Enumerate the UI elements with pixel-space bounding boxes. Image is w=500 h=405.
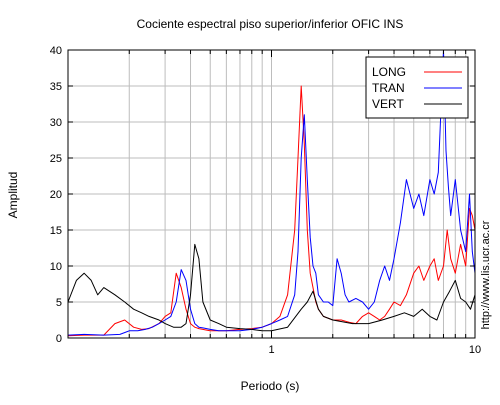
chart-title: Cociente espectral piso superior/inferio… — [137, 17, 404, 31]
x-axis-label: Periodo (s) — [241, 379, 300, 393]
y-tick-label: 30 — [50, 117, 62, 129]
legend: LONG TRAN VERT — [365, 56, 469, 119]
y-tick-label: 25 — [50, 153, 62, 165]
y-tick-label: 35 — [50, 81, 62, 93]
x-tick-label: 1 — [268, 344, 274, 356]
y-tick-label: 40 — [50, 45, 62, 57]
x-tick-label: 10 — [469, 344, 481, 356]
y-axis-label: Amplitud — [6, 172, 20, 219]
y-tick-label: 5 — [56, 297, 62, 309]
series-line-vert — [67, 243, 476, 332]
series-line-tran — [67, 49, 476, 336]
y-tick-label: 0 — [56, 333, 62, 345]
legend-label-tran: TRAN — [372, 81, 405, 95]
legend-label-vert: VERT — [372, 97, 404, 111]
y-tick-label: 15 — [50, 225, 62, 237]
series-line-long — [67, 85, 476, 337]
series-lines — [67, 49, 476, 337]
y-tick-label: 10 — [50, 261, 62, 273]
side-url-label: http://www.lis.ucr.ac.cr — [480, 220, 492, 329]
legend-label-long: LONG — [372, 65, 406, 79]
y-tick-label: 20 — [50, 189, 62, 201]
ticks: 0 5 10 15 20 25 30 35 40 1 10 — [50, 45, 481, 356]
